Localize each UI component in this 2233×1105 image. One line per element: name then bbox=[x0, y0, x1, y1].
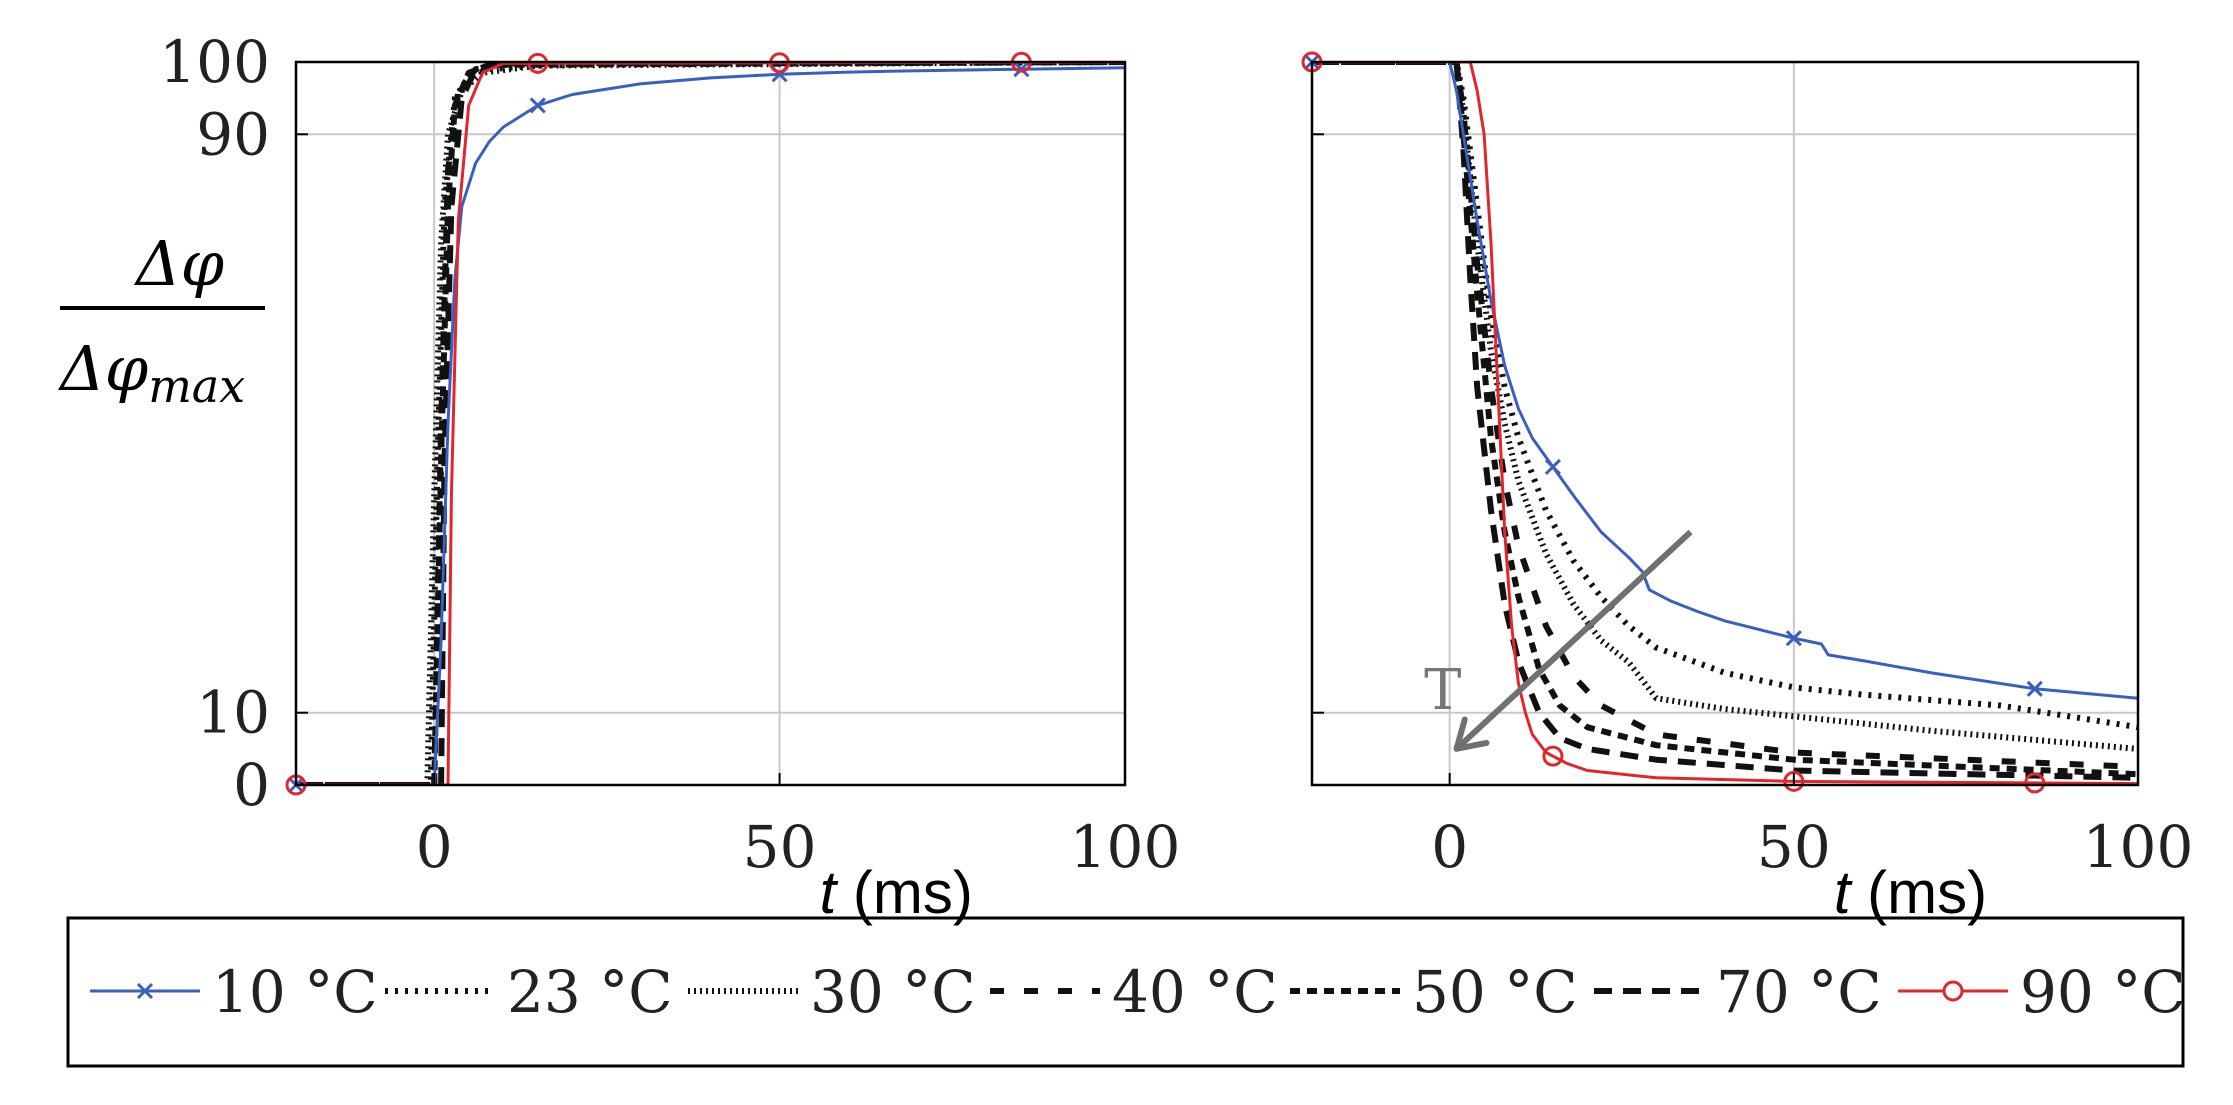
left-xtick-label-0: 0 bbox=[416, 813, 453, 881]
left-series-group bbox=[296, 62, 1125, 785]
left-series-70c bbox=[296, 62, 1125, 785]
right-marker-10c bbox=[1785, 630, 1802, 647]
legend-item-70c: 70 °C bbox=[1594, 958, 1882, 1026]
right-marker-90c bbox=[1783, 770, 1805, 792]
left-series-23c bbox=[296, 62, 1125, 785]
y-axis-label-denominator-main: Δφ bbox=[58, 332, 149, 405]
temperature-trend-arrow bbox=[1453, 529, 1693, 752]
right-xtick-label-50: 50 bbox=[1757, 813, 1831, 881]
legend-item-23c: 23 °C bbox=[385, 958, 673, 1026]
y-axis-label-denominator-sub: max bbox=[148, 359, 245, 413]
legend-item-10c: 10 °C bbox=[90, 958, 378, 1026]
left-series-30c bbox=[296, 62, 1125, 785]
y-axis-label: Δφ Δφmax bbox=[58, 227, 265, 413]
right-chart: 0 50 100 t (ms) T bbox=[1301, 51, 2194, 926]
right-marker-90c bbox=[1542, 745, 1564, 767]
legend: 10 °C 23 °C 30 °C 40 °C 50 °C 70 °C 90 °C bbox=[66, 916, 2186, 1068]
right-series-10c bbox=[1312, 62, 2138, 700]
temperature-arrow-label: T bbox=[1424, 658, 1461, 723]
y-axis-label-denominator: Δφmax bbox=[58, 332, 245, 413]
legend-label: 30 °C bbox=[810, 958, 976, 1026]
left-series-10c bbox=[296, 66, 1125, 785]
legend-label: 40 °C bbox=[1112, 958, 1278, 1026]
left-series-50c bbox=[296, 62, 1125, 785]
right-marker-90c bbox=[2024, 772, 2046, 794]
left-ytick-label-0: 0 bbox=[233, 751, 270, 819]
legend-item-90c: 90 °C bbox=[1898, 958, 2186, 1026]
right-xtick-label-100: 100 bbox=[2083, 813, 2194, 881]
left-ytick-label-10: 10 bbox=[196, 679, 270, 747]
legend-label: 50 °C bbox=[1412, 958, 1578, 1026]
right-series-90c bbox=[1312, 62, 2138, 785]
right-xtick-label-0: 0 bbox=[1431, 813, 1468, 881]
left-plot-frame bbox=[294, 60, 1127, 787]
left-ytick-label-100: 100 bbox=[159, 28, 270, 96]
left-marker-10c bbox=[529, 97, 546, 114]
right-series-30c bbox=[1312, 62, 2138, 752]
left-xtick-label-100: 100 bbox=[1070, 813, 1181, 881]
right-series-23c bbox=[1312, 62, 2138, 731]
left-ytick-label-90: 90 bbox=[196, 100, 270, 168]
legend-item-40c: 40 °C bbox=[990, 958, 1278, 1026]
right-series-50c bbox=[1312, 62, 2138, 778]
right-plot-frame bbox=[1310, 60, 2140, 787]
left-marker-90c bbox=[527, 52, 549, 74]
legend-frame bbox=[66, 916, 2185, 1068]
left-xtick-label-50: 50 bbox=[743, 813, 817, 881]
legend-label: 70 °C bbox=[1716, 958, 1882, 1026]
left-marker-10c bbox=[1013, 61, 1030, 78]
legend-item-50c: 50 °C bbox=[1290, 958, 1578, 1026]
right-series-group bbox=[1312, 62, 2138, 785]
left-series-90c bbox=[296, 62, 1125, 785]
left-series-40c bbox=[296, 62, 1125, 785]
legend-label: 23 °C bbox=[507, 958, 673, 1026]
right-marker-10c bbox=[1544, 458, 1561, 475]
legend-label: 10 °C bbox=[212, 958, 378, 1026]
y-axis-label-numerator: Δφ bbox=[134, 227, 225, 300]
legend-item-30c: 30 °C bbox=[688, 958, 976, 1026]
legend-label: 90 °C bbox=[2020, 958, 2186, 1026]
left-x-axis-label: t (ms) bbox=[820, 859, 973, 926]
right-marker-10c bbox=[2026, 680, 2043, 697]
right-x-axis-label: t (ms) bbox=[1834, 859, 1987, 926]
